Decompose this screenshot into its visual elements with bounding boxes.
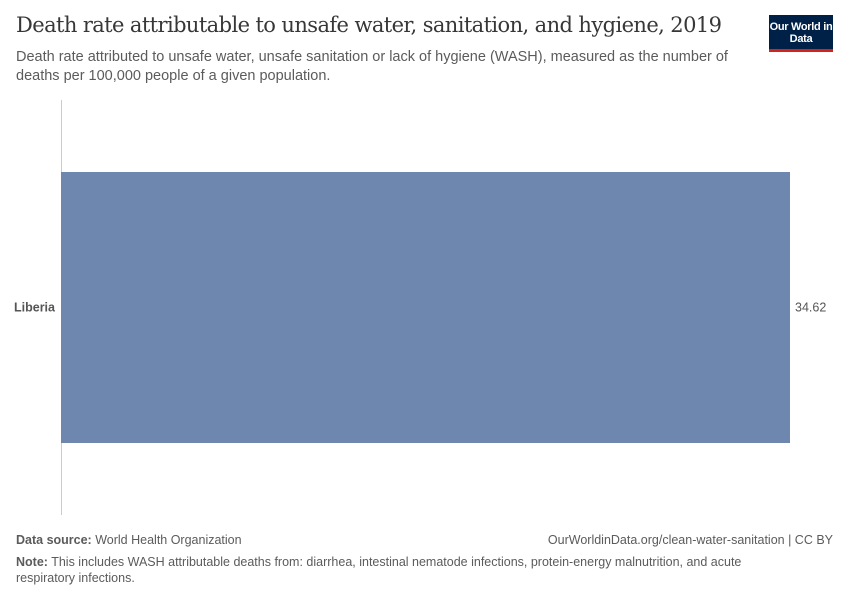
source-value[interactable]: World Health Organization [95,533,242,547]
value-label: 34.62 [795,301,826,315]
bar-liberia[interactable] [61,172,790,443]
chart-subtitle: Death rate attributed to unsafe water, u… [16,49,728,84]
data-source: Data source: World Health Organization [16,533,242,547]
note: Note: This includes WASH attributable de… [16,554,776,586]
category-label: Liberia [14,301,56,315]
note-text: This includes WASH attributable deaths f… [16,555,742,585]
source-label: Data source: [16,533,92,547]
chart-title: Death rate attributable to unsafe water,… [16,13,722,37]
owid-logo[interactable]: Our World in Data [769,15,833,52]
note-label: Note: [16,555,48,569]
logo-text: Our World in Data [769,21,833,45]
source-url[interactable]: OurWorldinData.org/clean-water-sanitatio… [547,533,833,547]
